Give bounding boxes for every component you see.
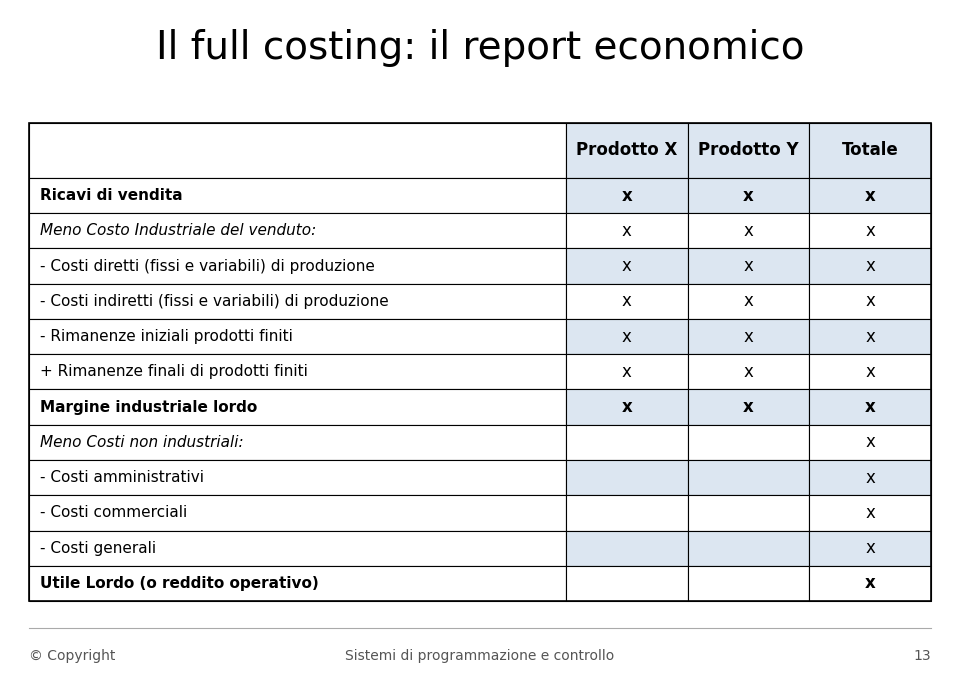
- Bar: [565, 460, 687, 495]
- Bar: [29, 123, 565, 178]
- Bar: [809, 460, 931, 495]
- Bar: [29, 460, 565, 495]
- Bar: [565, 425, 687, 460]
- Text: x: x: [621, 186, 632, 204]
- Text: - Rimanenze iniziali prodotti finiti: - Rimanenze iniziali prodotti finiti: [40, 329, 293, 344]
- Bar: [565, 213, 687, 249]
- Bar: [809, 354, 931, 389]
- Text: - Costi commerciali: - Costi commerciali: [40, 505, 187, 520]
- Text: Meno Costo Industriale del venduto:: Meno Costo Industriale del venduto:: [40, 223, 317, 238]
- Bar: [687, 354, 809, 389]
- Bar: [565, 531, 687, 566]
- Text: x: x: [865, 292, 876, 310]
- Bar: [29, 319, 565, 354]
- Bar: [565, 283, 687, 319]
- Bar: [809, 178, 931, 213]
- Bar: [29, 178, 565, 213]
- Text: x: x: [865, 574, 876, 592]
- Bar: [687, 566, 809, 601]
- Text: x: x: [622, 257, 632, 275]
- Bar: [687, 213, 809, 249]
- Text: - Costi generali: - Costi generali: [40, 541, 156, 556]
- Text: x: x: [744, 257, 754, 275]
- Bar: [809, 531, 931, 566]
- Text: - Costi indiretti (fissi e variabili) di produzione: - Costi indiretti (fissi e variabili) di…: [40, 294, 389, 309]
- Text: Prodotto X: Prodotto X: [576, 141, 678, 159]
- Text: x: x: [743, 186, 754, 204]
- Text: - Costi diretti (fissi e variabili) di produzione: - Costi diretti (fissi e variabili) di p…: [40, 259, 375, 274]
- Bar: [809, 249, 931, 283]
- Bar: [809, 319, 931, 354]
- Text: Prodotto Y: Prodotto Y: [698, 141, 799, 159]
- Text: - Costi amministrativi: - Costi amministrativi: [40, 470, 204, 485]
- Bar: [29, 531, 565, 566]
- Text: x: x: [865, 222, 876, 240]
- Text: Utile Lordo (o reddito operativo): Utile Lordo (o reddito operativo): [40, 576, 319, 591]
- Text: © Copyright: © Copyright: [29, 649, 115, 663]
- Text: x: x: [622, 292, 632, 310]
- Bar: [687, 389, 809, 425]
- Text: Ricavi di vendita: Ricavi di vendita: [40, 188, 183, 203]
- Bar: [565, 566, 687, 601]
- Bar: [565, 354, 687, 389]
- Bar: [29, 389, 565, 425]
- Bar: [29, 495, 565, 531]
- Text: Sistemi di programmazione e controllo: Sistemi di programmazione e controllo: [346, 649, 614, 663]
- Bar: [29, 123, 931, 601]
- Bar: [565, 389, 687, 425]
- Text: x: x: [743, 398, 754, 416]
- Text: Meno Costi non industriali:: Meno Costi non industriali:: [40, 435, 244, 450]
- Bar: [687, 283, 809, 319]
- Bar: [809, 213, 931, 249]
- Text: x: x: [865, 434, 876, 451]
- Text: x: x: [865, 398, 876, 416]
- Text: x: x: [865, 186, 876, 204]
- Bar: [687, 531, 809, 566]
- Text: x: x: [744, 363, 754, 381]
- Bar: [565, 178, 687, 213]
- Text: Il full costing: il report economico: Il full costing: il report economico: [156, 29, 804, 67]
- Bar: [29, 566, 565, 601]
- Text: + Rimanenze finali di prodotti finiti: + Rimanenze finali di prodotti finiti: [40, 364, 308, 379]
- Text: x: x: [865, 469, 876, 486]
- Text: x: x: [865, 257, 876, 275]
- Bar: [687, 249, 809, 283]
- Text: x: x: [865, 504, 876, 522]
- Text: x: x: [622, 328, 632, 346]
- Bar: [687, 425, 809, 460]
- Bar: [809, 425, 931, 460]
- Bar: [29, 425, 565, 460]
- Bar: [29, 283, 565, 319]
- Text: Margine industriale lordo: Margine industriale lordo: [40, 400, 257, 415]
- Text: x: x: [744, 328, 754, 346]
- Bar: [29, 354, 565, 389]
- Bar: [809, 495, 931, 531]
- Text: x: x: [621, 398, 632, 416]
- Text: x: x: [744, 222, 754, 240]
- Bar: [809, 389, 931, 425]
- Text: Totale: Totale: [842, 141, 899, 159]
- Text: x: x: [622, 363, 632, 381]
- Bar: [687, 460, 809, 495]
- Text: x: x: [744, 292, 754, 310]
- Bar: [687, 319, 809, 354]
- Bar: [809, 123, 931, 178]
- Bar: [687, 495, 809, 531]
- Text: x: x: [622, 222, 632, 240]
- Bar: [29, 249, 565, 283]
- Bar: [809, 283, 931, 319]
- Bar: [809, 566, 931, 601]
- Text: x: x: [865, 363, 876, 381]
- Text: x: x: [865, 539, 876, 557]
- Bar: [565, 319, 687, 354]
- Bar: [565, 495, 687, 531]
- Bar: [29, 213, 565, 249]
- Text: x: x: [865, 328, 876, 346]
- Bar: [565, 249, 687, 283]
- Text: 13: 13: [914, 649, 931, 663]
- Bar: [687, 178, 809, 213]
- Bar: [565, 123, 687, 178]
- Bar: [687, 123, 809, 178]
